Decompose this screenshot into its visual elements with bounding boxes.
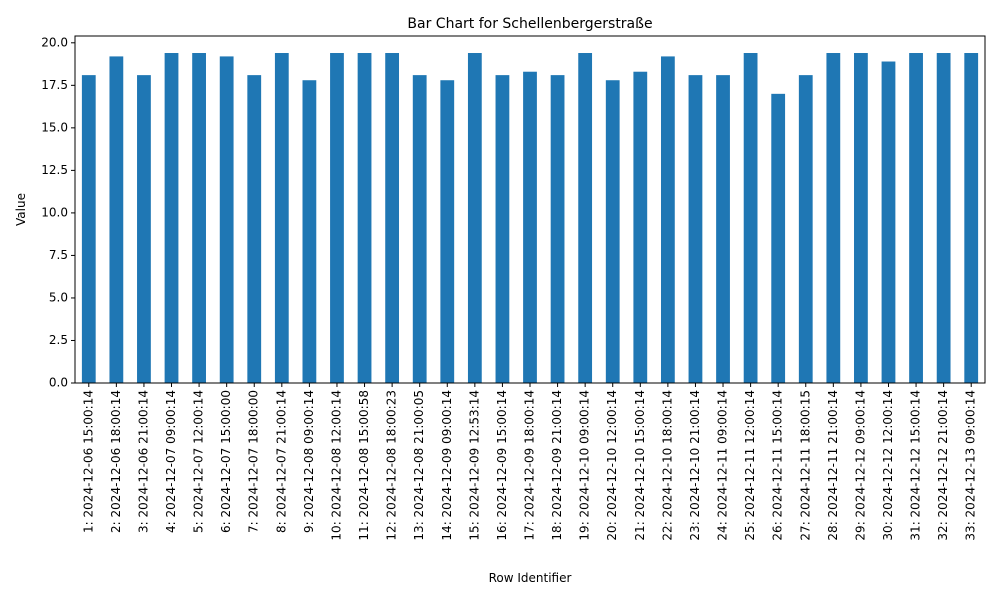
bar <box>247 75 262 383</box>
bar <box>550 75 565 383</box>
bar <box>219 56 234 383</box>
x-tick-label: 4: 2024-12-07 09:00:14 <box>164 390 178 533</box>
y-tick-label: 17.5 <box>41 78 68 92</box>
y-axis: 0.0 2.5 5.0 7.5 10.0 12.5 15.0 17.5 20.0 <box>41 35 75 390</box>
plot-frame <box>74 35 986 384</box>
bar <box>109 56 124 383</box>
x-tick-label: 19: 2024-12-10 09:00:14 <box>578 390 592 541</box>
x-tick-label: 21: 2024-12-10 15:00:14 <box>633 390 647 541</box>
x-tick-label: 25: 2024-12-11 12:00:14 <box>743 390 757 541</box>
x-tick-label: 15: 2024-12-09 12:53:14 <box>467 390 481 541</box>
bar <box>688 75 703 383</box>
x-tick-label: 32: 2024-12-12 21:00:14 <box>936 390 950 541</box>
x-tick-label: 12: 2024-12-08 18:00:23 <box>385 390 399 541</box>
bar <box>440 80 455 383</box>
x-axis-label: Row Identifier <box>489 571 572 585</box>
bar <box>936 53 951 384</box>
x-tick-label: 10: 2024-12-08 12:00:14 <box>329 390 343 541</box>
bar <box>771 93 786 383</box>
x-tick-label: 33: 2024-12-13 09:00:14 <box>964 390 978 541</box>
bar <box>302 80 317 383</box>
x-tick-label: 3: 2024-12-06 21:00:14 <box>136 390 150 533</box>
bar <box>137 75 151 383</box>
bar <box>330 53 344 384</box>
x-tick-label: 11: 2024-12-08 15:00:58 <box>357 390 371 541</box>
x-tick-label: 31: 2024-12-12 15:00:14 <box>909 390 923 541</box>
bar <box>881 61 896 383</box>
bar <box>274 53 289 384</box>
y-tick-label: 10.0 <box>41 205 68 219</box>
y-tick-label: 15.0 <box>41 120 68 134</box>
x-axis: 1: 2024-12-06 15:00:14 2: 2024-12-06 18:0… <box>81 383 978 541</box>
x-tick-label: 29: 2024-12-12 09:00:14 <box>853 390 867 541</box>
x-tick-label: 23: 2024-12-10 21:00:14 <box>688 390 702 541</box>
bar <box>357 53 372 384</box>
bar <box>467 53 482 384</box>
bar <box>495 75 510 383</box>
y-tick-label: 12.5 <box>41 163 68 177</box>
y-tick-label: 2.5 <box>49 333 68 347</box>
x-tick-label: 24: 2024-12-11 09:00:14 <box>716 390 730 541</box>
bars-group <box>81 53 979 384</box>
chart-title: Bar Chart for Schellenbergerstraße <box>407 16 652 32</box>
x-tick-label: 30: 2024-12-12 12:00:14 <box>881 390 895 541</box>
bar <box>633 71 648 384</box>
x-tick-label: 13: 2024-12-08 21:00:05 <box>412 390 426 541</box>
bar <box>385 53 400 384</box>
x-tick-label: 1: 2024-12-06 15:00:14 <box>81 390 95 533</box>
bar <box>854 53 868 384</box>
bar <box>81 75 96 383</box>
x-tick-label: 8: 2024-12-07 21:00:14 <box>274 390 288 533</box>
bar <box>660 56 675 383</box>
bar <box>412 75 427 383</box>
y-tick-label: 20.0 <box>41 35 68 49</box>
bar <box>964 53 979 384</box>
x-tick-label: 22: 2024-12-10 18:00:14 <box>660 390 674 541</box>
x-tick-label: 16: 2024-12-09 15:00:14 <box>495 390 509 541</box>
bar <box>826 53 841 384</box>
bar <box>605 80 620 383</box>
bar <box>743 53 758 384</box>
bar <box>716 75 730 383</box>
x-tick-label: 26: 2024-12-11 15:00:14 <box>771 390 785 541</box>
bar <box>578 53 593 384</box>
bar <box>164 53 179 384</box>
bar <box>909 53 923 384</box>
x-tick-label: 14: 2024-12-09 09:00:14 <box>440 390 454 541</box>
x-tick-label: 27: 2024-12-11 18:00:15 <box>798 390 812 541</box>
x-tick-label: 9: 2024-12-08 09:00:14 <box>302 390 316 533</box>
x-tick-label: 18: 2024-12-09 21:00:14 <box>550 390 564 541</box>
y-tick-label: 5.0 <box>49 290 68 304</box>
x-tick-label: 6: 2024-12-07 15:00:00 <box>219 390 233 533</box>
y-tick-label: 7.5 <box>49 248 68 262</box>
bar <box>798 75 813 383</box>
y-tick-label: 0.0 <box>49 376 68 390</box>
x-tick-label: 7: 2024-12-07 18:00:00 <box>247 390 261 533</box>
x-tick-label: 2: 2024-12-06 18:00:14 <box>109 390 123 533</box>
x-tick-label: 5: 2024-12-07 12:00:14 <box>192 390 206 533</box>
x-tick-label: 28: 2024-12-11 21:00:14 <box>826 390 840 541</box>
bar <box>523 71 537 384</box>
x-tick-label: 20: 2024-12-10 12:00:14 <box>605 390 619 541</box>
y-axis-label: Value <box>14 193 28 226</box>
bar <box>192 53 206 384</box>
x-tick-label: 17: 2024-12-09 18:00:14 <box>523 390 537 541</box>
